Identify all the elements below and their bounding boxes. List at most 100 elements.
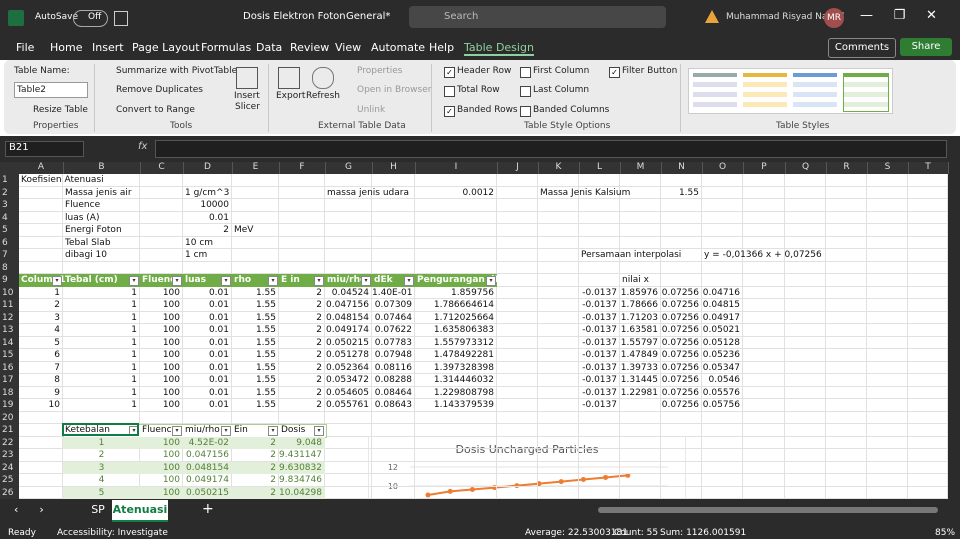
cell: 100 — [162, 362, 180, 373]
group-separator — [680, 64, 681, 132]
sheet-nav[interactable]: ‹ › — [14, 503, 44, 516]
refresh-icon[interactable] — [312, 67, 334, 89]
style-swatch[interactable] — [843, 73, 889, 112]
filter-button[interactable]: ▾ — [268, 426, 278, 436]
row-header: 13 — [2, 325, 14, 335]
cell: 0.07783 — [374, 337, 412, 348]
checkbox-label[interactable]: Header Row — [457, 66, 512, 76]
style-swatch[interactable] — [693, 73, 737, 111]
cell: 1 — [131, 375, 137, 385]
ribbon-tab[interactable]: Data — [256, 41, 283, 54]
filter-button[interactable]: ▾ — [268, 276, 278, 286]
ribbon-tab[interactable]: File — [16, 41, 35, 54]
filter-button[interactable]: ▾ — [52, 276, 62, 286]
filter-button[interactable]: ▾ — [404, 276, 414, 286]
filter-button[interactable]: ▾ — [172, 426, 182, 436]
table-styles-gallery[interactable] — [688, 68, 893, 114]
filter-button[interactable]: ▾ — [361, 276, 371, 286]
share-button[interactable]: Share — [900, 38, 952, 56]
style-swatch[interactable] — [793, 73, 837, 111]
checkbox-label[interactable]: Banded Rows — [457, 105, 518, 115]
ribbon-tab[interactable]: Formulas — [201, 41, 252, 54]
comments-button[interactable]: Comments — [828, 38, 896, 58]
formula-input[interactable] — [155, 140, 947, 158]
checkbox[interactable] — [520, 86, 531, 97]
grid-line — [19, 460, 948, 462]
embedded-chart[interactable]: Dosis Uncharged Particles 10 12 — [368, 436, 686, 499]
vertical-scrollbar[interactable] — [948, 174, 960, 499]
checkbox[interactable] — [520, 106, 531, 117]
name-box[interactable]: B21 — [5, 141, 84, 157]
cell: 2 — [270, 450, 276, 460]
filter-button[interactable]: ▾ — [172, 276, 182, 286]
filter-button[interactable]: ▾ — [221, 276, 231, 286]
convert-to-range[interactable]: Convert to Range — [116, 105, 195, 115]
resize-table[interactable]: Resize Table — [33, 105, 88, 115]
selected-cell[interactable] — [62, 423, 139, 436]
refresh[interactable]: Refresh — [306, 91, 340, 101]
cell: 0.05021 — [702, 325, 740, 335]
export[interactable]: Export — [276, 91, 306, 101]
ribbon-tab[interactable]: Table Design — [464, 41, 534, 56]
checkbox[interactable]: ✓ — [444, 106, 455, 117]
cell: 1.55 — [255, 387, 276, 398]
filter-button[interactable]: ▾ — [129, 276, 139, 286]
checkbox-label[interactable]: Total Row — [457, 85, 500, 95]
row-header: 16 — [2, 362, 14, 373]
cell: 9.630832 — [279, 462, 322, 473]
filter-button[interactable]: ▾ — [486, 276, 496, 286]
save-icon[interactable] — [114, 11, 128, 26]
checkbox[interactable] — [520, 67, 531, 78]
checkbox[interactable]: ✓ — [609, 67, 620, 78]
filter-button[interactable]: ▾ — [314, 276, 324, 286]
sheet-tab[interactable]: SP — [91, 503, 105, 516]
search-box[interactable] — [409, 6, 666, 28]
filter-button[interactable]: ▾ — [314, 426, 324, 436]
cell: 0.01 — [208, 350, 229, 360]
cell: 100 — [162, 437, 180, 448]
sensitivity[interactable]: General* — [346, 11, 391, 22]
insert[interactable]: Insert — [234, 91, 260, 101]
checkbox[interactable] — [444, 86, 455, 97]
cell: 1.71203 — [620, 312, 658, 323]
grid-line — [578, 174, 579, 499]
add-sheet[interactable]: + — [202, 501, 214, 517]
filter-button[interactable]: ▾ — [221, 426, 231, 436]
style-swatch[interactable] — [743, 73, 787, 111]
export-icon[interactable] — [278, 67, 300, 89]
cell: 0.08643 — [374, 400, 412, 410]
table-name-input[interactable]: Table2 — [14, 82, 88, 98]
user-initials[interactable]: MR — [824, 8, 844, 28]
cell: -0.0137 — [582, 300, 617, 310]
slicer[interactable]: Slicer — [235, 102, 260, 112]
ribbon-tab[interactable]: Page Layout — [132, 41, 200, 54]
grid-line — [19, 423, 948, 424]
window-controls[interactable]: — ❐ ✕ — [860, 8, 937, 23]
checkbox-label[interactable]: Last Column — [533, 85, 590, 95]
autosave-toggle[interactable] — [73, 10, 108, 27]
checkbox[interactable]: ✓ — [444, 67, 455, 78]
point — [625, 472, 631, 478]
cell: Persamaan interpolasi — [581, 250, 682, 260]
cell: 0.01 — [208, 362, 229, 373]
ribbon-tab[interactable]: View — [335, 41, 362, 54]
cell: 1.55 — [255, 300, 276, 310]
checkbox-label[interactable]: First Column — [533, 66, 590, 76]
ribbon-tab[interactable]: Insert — [92, 41, 124, 54]
checkbox-label[interactable]: Filter Button — [622, 66, 678, 76]
group-label: Tools — [170, 121, 193, 131]
horizontal-scrollbar[interactable] — [598, 507, 938, 513]
sheet-tab[interactable]: Atenuasi — [112, 500, 168, 522]
checkbox-label[interactable]: Banded Columns — [533, 105, 610, 115]
ribbon-tab[interactable]: Review — [290, 41, 330, 54]
point — [469, 487, 475, 493]
warning-icon[interactable] — [705, 10, 719, 23]
ribbon-tab[interactable]: Help — [429, 41, 455, 54]
remove-duplicates[interactable]: Remove Duplicates — [116, 85, 203, 95]
ribbon-tab[interactable]: Home — [50, 41, 83, 54]
summarize-pivot[interactable]: Summarize with PivotTable — [116, 66, 238, 76]
cell: 0.07256 — [661, 300, 699, 310]
slicer-icon[interactable] — [236, 67, 258, 89]
ribbon-tab[interactable]: Automate — [371, 41, 426, 54]
excel-logo[interactable] — [8, 10, 24, 26]
